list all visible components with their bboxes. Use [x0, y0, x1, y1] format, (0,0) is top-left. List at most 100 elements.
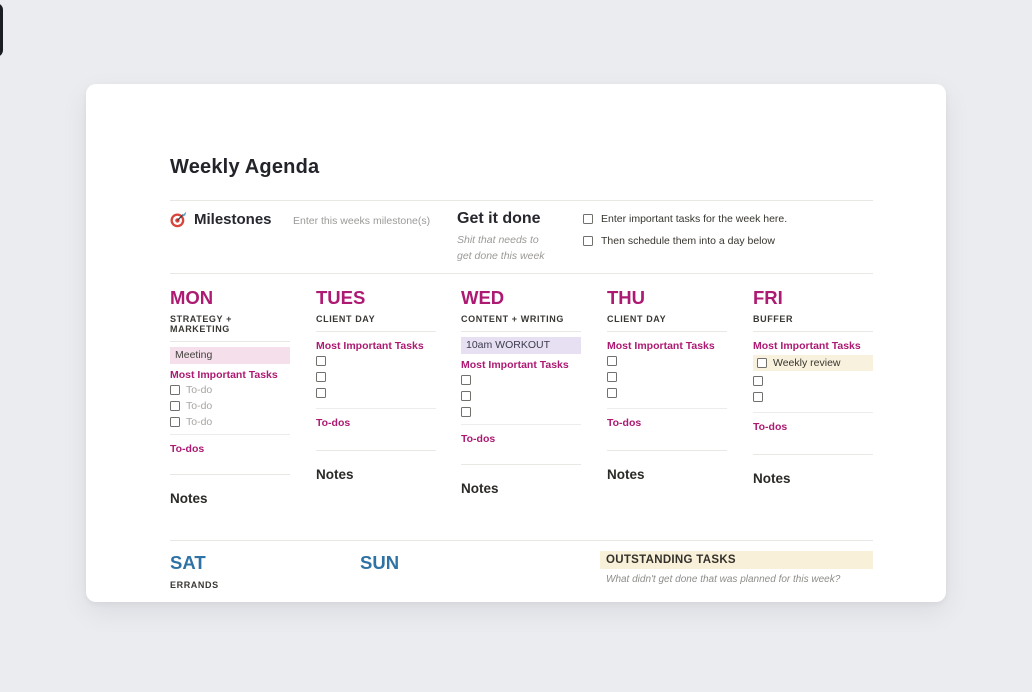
- get-it-done-checklist: Enter important tasks for the week here.…: [583, 213, 787, 257]
- todos-label[interactable]: To-dos: [170, 443, 205, 455]
- checkbox[interactable]: [753, 392, 763, 402]
- day-column-sun: SUN: [360, 552, 399, 574]
- milestones-heading[interactable]: Milestones: [170, 211, 272, 228]
- todos-label[interactable]: To-dos: [316, 417, 351, 429]
- checkbox[interactable]: [583, 214, 593, 224]
- day-title[interactable]: SUN: [360, 552, 400, 573]
- todo-item: [461, 406, 581, 418]
- todo-item: [316, 387, 436, 399]
- mit-label[interactable]: Most Important Tasks: [170, 369, 278, 381]
- checkbox[interactable]: [170, 401, 180, 411]
- day-column-fri: FRI BUFFER Most Important Tasks Weekly r…: [753, 287, 873, 486]
- checkbox[interactable]: [316, 388, 326, 398]
- todos-label[interactable]: To-dos: [607, 417, 642, 429]
- day-column-tues: TUES CLIENT DAY Most Important Tasks To-…: [316, 287, 436, 482]
- divider: [316, 408, 436, 409]
- todo-item: [461, 374, 581, 386]
- outstanding-tasks-title[interactable]: OUTSTANDING TASKS: [600, 551, 873, 569]
- day-column-mon: MON STRATEGY + MARKETING Meeting Most Im…: [170, 287, 290, 506]
- notes-label[interactable]: Notes: [170, 491, 208, 506]
- checkbox[interactable]: [757, 358, 767, 368]
- todos-label[interactable]: To-dos: [753, 421, 788, 433]
- highlight-item[interactable]: 10am WORKOUT: [461, 337, 581, 354]
- day-title[interactable]: FRI: [753, 287, 783, 308]
- divider: [170, 273, 873, 274]
- todo-label[interactable]: To-do: [186, 416, 213, 428]
- outstanding-tasks-subtitle[interactable]: What didn't get done that was planned fo…: [606, 574, 841, 585]
- day-subtitle[interactable]: STRATEGY + MARKETING: [170, 314, 232, 334]
- todo-item: To-do: [170, 384, 290, 396]
- todo-item: [316, 371, 436, 383]
- divider: [607, 450, 727, 451]
- divider: [170, 434, 290, 435]
- todo-label[interactable]: To-do: [186, 400, 213, 412]
- day-subtitle[interactable]: ERRANDS: [170, 580, 219, 590]
- checkbox[interactable]: [461, 375, 471, 385]
- get-it-done-description[interactable]: Shit that needs to get done this week: [457, 234, 545, 262]
- milestones-placeholder[interactable]: Enter this weeks milestone(s): [293, 215, 431, 227]
- checkbox[interactable]: [316, 372, 326, 382]
- notes-label[interactable]: Notes: [461, 481, 499, 496]
- todo-item: [461, 390, 581, 402]
- highlighted-todo-item: Weekly review: [753, 355, 873, 371]
- get-it-done-title[interactable]: Get it done: [457, 210, 541, 227]
- target-icon: [170, 211, 187, 228]
- divider: [170, 474, 290, 475]
- todo-item: [753, 391, 873, 403]
- divider: [753, 412, 873, 413]
- divider: [316, 331, 436, 332]
- divider: [170, 200, 873, 201]
- checkbox[interactable]: [461, 407, 471, 417]
- outstanding-tasks-section: OUTSTANDING TASKS What didn't get done t…: [600, 551, 873, 585]
- page-title[interactable]: Weekly Agenda: [170, 156, 320, 178]
- divider: [461, 331, 581, 332]
- divider: [170, 341, 290, 342]
- highlight-item[interactable]: Meeting: [170, 347, 290, 364]
- checkbox[interactable]: [170, 417, 180, 427]
- checkbox[interactable]: [583, 236, 593, 246]
- checkbox[interactable]: [607, 388, 617, 398]
- day-subtitle[interactable]: CLIENT DAY: [607, 314, 667, 324]
- day-subtitle[interactable]: CONTENT + WRITING: [461, 314, 564, 324]
- divider: [607, 331, 727, 332]
- day-title[interactable]: THU: [607, 287, 646, 308]
- checkbox[interactable]: [316, 356, 326, 366]
- checkbox[interactable]: [607, 372, 617, 382]
- todo-item: [607, 387, 727, 399]
- checklist-item-label[interactable]: Enter important tasks for the week here.: [601, 213, 788, 225]
- todos-label[interactable]: To-dos: [461, 433, 496, 445]
- day-title[interactable]: SAT: [170, 552, 206, 573]
- divider: [607, 408, 727, 409]
- checkbox[interactable]: [461, 391, 471, 401]
- day-column-wed: WED CONTENT + WRITING 10am WORKOUT Most …: [461, 287, 581, 496]
- checklist-item: Then schedule them into a day below: [583, 235, 787, 247]
- checklist-item-label[interactable]: Then schedule them into a day below: [601, 235, 775, 247]
- mit-label[interactable]: Most Important Tasks: [316, 340, 424, 352]
- milestones-label: Milestones: [194, 211, 272, 228]
- mit-label[interactable]: Most Important Tasks: [461, 359, 569, 371]
- checklist-item: Enter important tasks for the week here.: [583, 213, 787, 225]
- notes-label[interactable]: Notes: [753, 471, 791, 486]
- notes-label[interactable]: Notes: [316, 467, 354, 482]
- day-subtitle[interactable]: BUFFER: [753, 314, 794, 324]
- day-title[interactable]: TUES: [316, 287, 366, 308]
- todo-label[interactable]: Weekly review: [773, 357, 841, 369]
- day-subtitle[interactable]: CLIENT DAY: [316, 314, 376, 324]
- todo-item: [607, 355, 727, 367]
- divider: [461, 424, 581, 425]
- mit-label[interactable]: Most Important Tasks: [753, 340, 861, 352]
- notion-page-card: Weekly Agenda Milestones Enter this week…: [86, 84, 946, 602]
- divider: [170, 540, 873, 541]
- notes-label[interactable]: Notes: [607, 467, 645, 482]
- todo-label[interactable]: To-do: [186, 384, 213, 396]
- day-title[interactable]: WED: [461, 287, 505, 308]
- divider: [461, 464, 581, 465]
- todo-item: To-do: [170, 400, 290, 412]
- checkbox[interactable]: [170, 385, 180, 395]
- day-title[interactable]: MON: [170, 287, 214, 308]
- todo-item: To-do: [170, 416, 290, 428]
- mit-label[interactable]: Most Important Tasks: [607, 340, 715, 352]
- checkbox[interactable]: [753, 376, 763, 386]
- todo-item: [316, 355, 436, 367]
- checkbox[interactable]: [607, 356, 617, 366]
